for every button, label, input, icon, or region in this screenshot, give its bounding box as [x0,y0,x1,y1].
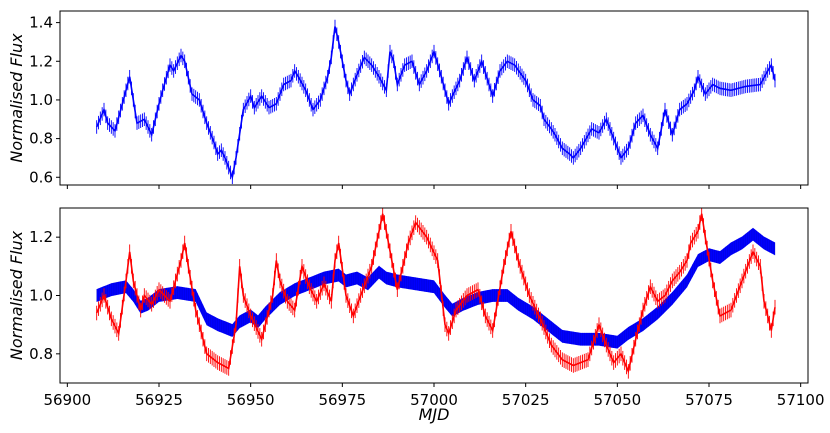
x-tick-label: 57050 [593,391,641,409]
series-0 [96,227,776,349]
series-0 [95,19,776,185]
x-axis-label: MJD [419,405,450,424]
series-line [95,213,776,374]
y-tick-label: 1.2 [29,228,53,246]
y-axis-label: Normalised Flux [7,230,26,360]
y-tick-label: 1.4 [29,14,53,32]
x-tick-label: 57025 [502,391,550,409]
y-tick-label: 1.2 [29,52,53,70]
plot-area [95,208,776,379]
y-tick-label: 0.8 [29,345,53,363]
bottom-panel: 56900 56925 56950 56975 57000 57025 57050 57075… [7,207,825,424]
plot-area [95,19,776,185]
x-tick-label: 56950 [227,391,275,409]
x-tick-label: 56975 [318,391,366,409]
axes-frame [59,10,809,186]
y-tick-label: 0.8 [29,130,53,148]
x-tick-label: 56925 [135,391,183,409]
series-1 [95,208,776,379]
x-tick-label: 57000 [410,391,458,409]
x-tick-label: 57100 [777,391,825,409]
y-tick-label: 0.6 [29,168,53,186]
series-line [95,26,776,181]
x-tick-label: 57075 [685,391,733,409]
x-tick-label: 56900 [43,391,91,409]
y-tick-label: 1.0 [29,287,53,305]
y-tick-label: 1.0 [29,91,53,109]
y-axis-label: Normalised Flux [7,33,26,163]
